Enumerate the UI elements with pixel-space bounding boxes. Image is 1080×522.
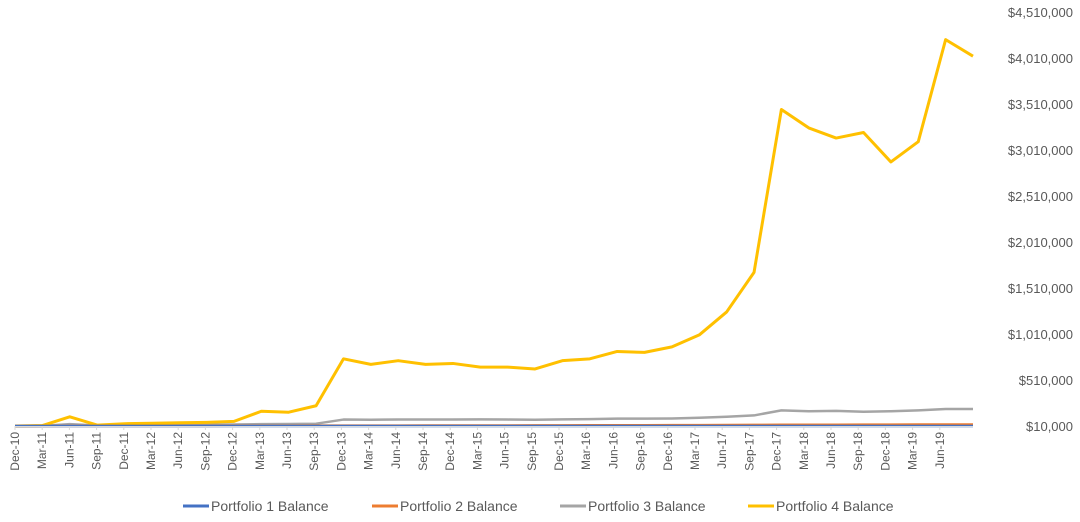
- x-tick-label: Mar-15: [470, 432, 484, 470]
- legend-item: Portfolio 1 Balance: [183, 498, 329, 514]
- x-tick-label: Jun-18: [824, 432, 838, 469]
- x-tick-label: Mar-19: [906, 432, 920, 470]
- x-tick-label: Dec-14: [443, 432, 457, 471]
- x-tick-label: Sep-11: [90, 432, 104, 470]
- y-tick-label: $1,510,000: [1008, 281, 1073, 296]
- y-tick-label: $10,000: [1026, 419, 1073, 434]
- x-tick-label: Jun-12: [171, 432, 185, 469]
- x-tick-label: Dec-18: [878, 432, 892, 471]
- legend-label: Portfolio 1 Balance: [211, 498, 329, 514]
- x-tick-label: Sep-14: [416, 432, 430, 471]
- x-tick-label: Sep-12: [198, 432, 212, 471]
- x-tick-label: Dec-10: [8, 432, 22, 471]
- legend-item: Portfolio 2 Balance: [372, 498, 518, 514]
- y-tick-label: $510,000: [1019, 373, 1073, 388]
- x-tick-label: Mar-13: [253, 432, 267, 470]
- x-tick-label: Mar-11: [35, 432, 49, 469]
- x-tick-label: Mar-17: [688, 432, 702, 470]
- x-tick-label: Jun-15: [498, 432, 512, 469]
- y-tick-label: $4,510,000: [1008, 5, 1073, 20]
- x-tick-label: Mar-18: [797, 432, 811, 470]
- x-tick-label: Jun-17: [715, 432, 729, 469]
- x-tick-label: Sep-13: [307, 432, 321, 471]
- x-tick-label: Dec-17: [770, 432, 784, 471]
- legend-item: Portfolio 3 Balance: [560, 498, 706, 514]
- x-tick-label: Dec-15: [552, 432, 566, 471]
- x-tick-label: Dec-11: [117, 432, 131, 470]
- series-line-4: [14, 38, 974, 428]
- x-tick-label: Jun-14: [389, 432, 403, 469]
- x-tick-label: Dec-13: [334, 432, 348, 471]
- x-tick-label: Mar-14: [362, 432, 376, 470]
- legend-item: Portfolio 4 Balance: [748, 498, 894, 514]
- x-tick-label: Jun-13: [280, 432, 294, 469]
- x-tick-label: Sep-18: [851, 432, 865, 471]
- legend: Portfolio 1 Balance Portfolio 2 Balance Po…: [183, 498, 894, 514]
- x-tick-label: Jun-16: [606, 432, 620, 469]
- legend-label: Portfolio 3 Balance: [588, 498, 706, 514]
- x-tick-label: Jun-11: [62, 432, 76, 468]
- legend-label: Portfolio 4 Balance: [776, 498, 894, 514]
- y-tick-label: $3,510,000: [1008, 97, 1073, 112]
- y-tick-label: $2,510,000: [1008, 189, 1073, 204]
- x-tick-label: Jun-19: [933, 432, 947, 469]
- x-tick-label: Mar-12: [144, 432, 158, 470]
- series-layer: [14, 38, 974, 428]
- x-axis-ticks: Dec-10 Mar-11 Jun-11 Sep-11 Dec-11 Mar-12 Jun-…: [8, 426, 947, 471]
- x-tick-label: Sep-16: [634, 432, 648, 471]
- y-tick-label: $2,010,000: [1008, 235, 1073, 250]
- x-tick-label: Sep-17: [742, 432, 756, 471]
- x-tick-label: Mar-16: [579, 432, 593, 470]
- y-axis-ticks: $10,000 $510,000 $1,010,000 $1,510,000 $2,01…: [1008, 5, 1073, 434]
- y-tick-label: $3,010,000: [1008, 143, 1073, 158]
- y-tick-label: $1,010,000: [1008, 327, 1073, 342]
- x-tick-label: Dec-16: [661, 432, 675, 471]
- x-tick-label: Sep-15: [525, 432, 539, 471]
- legend-label: Portfolio 2 Balance: [400, 498, 518, 514]
- y-tick-label: $4,010,000: [1008, 51, 1073, 66]
- x-tick-label: Dec-12: [226, 432, 240, 471]
